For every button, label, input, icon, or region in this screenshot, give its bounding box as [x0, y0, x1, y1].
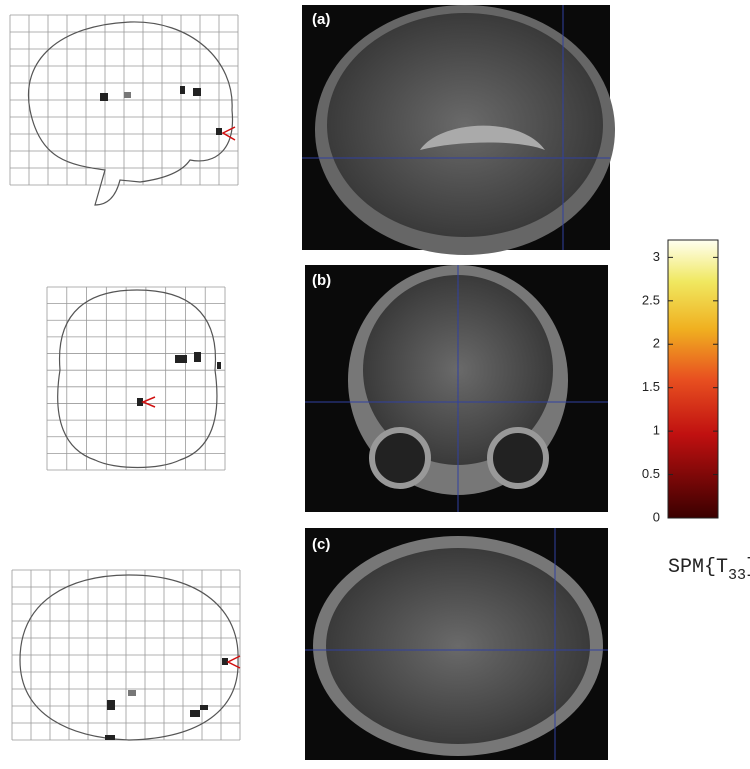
glass-brain-coronal [57, 289, 218, 469]
title-text: SPM{T [668, 556, 728, 579]
colorbar-tick-label: 0.5 [642, 466, 660, 481]
glass-grid [46, 286, 226, 471]
colorbar-title: SPM{T33} [668, 556, 750, 584]
activation-blobs [100, 86, 228, 740]
title-text: } [746, 556, 750, 579]
colorbar-tick-label: 1 [653, 423, 660, 438]
panel-label: (c) [312, 536, 330, 553]
colorbar [667, 239, 719, 519]
mri-sagittal [302, 5, 615, 255]
cursor-markers [141, 126, 241, 669]
panel-label: (b) [312, 272, 331, 289]
colorbar-tick-label: 2.5 [642, 292, 660, 307]
colorbar-tick-label: 0 [653, 509, 660, 524]
mri-axial [305, 528, 608, 760]
colorbar-tick-label: 3 [653, 249, 660, 264]
glass-grid [11, 569, 241, 741]
glass-brain-sagittal [28, 21, 234, 206]
colorbar-tick-label: 1.5 [642, 379, 660, 394]
title-subscript: 33 [728, 567, 746, 584]
mri-coronal [305, 265, 608, 512]
colorbar-tick-label: 2 [653, 336, 660, 351]
glass-brain-axial [19, 574, 239, 741]
glass-grid [9, 14, 239, 186]
panel-label: (a) [312, 11, 330, 28]
